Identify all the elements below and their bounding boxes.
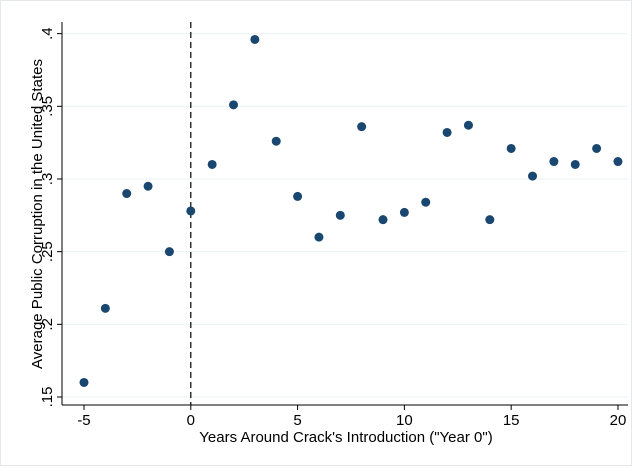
- point: [207, 159, 217, 169]
- y-tick-label: .4: [39, 27, 56, 40]
- point: [229, 100, 239, 110]
- point: [378, 215, 388, 225]
- point: [186, 206, 196, 216]
- y-tick-label: .35: [39, 96, 56, 117]
- point: [100, 303, 110, 313]
- y-tick-label: .3: [39, 173, 56, 186]
- x-tick-label: 10: [396, 412, 413, 429]
- x-tick-label: 0: [187, 412, 195, 429]
- point: [442, 127, 452, 137]
- point: [250, 34, 260, 44]
- point: [506, 143, 516, 153]
- point: [570, 159, 580, 169]
- point: [592, 143, 602, 153]
- point: [143, 181, 153, 191]
- point: [271, 136, 281, 146]
- x-tick-label: 15: [503, 412, 520, 429]
- x-axis-label: Years Around Crack's Introduction ("Year…: [199, 429, 492, 446]
- point: [293, 191, 303, 201]
- y-tick-label: .25: [39, 241, 56, 262]
- point: [421, 197, 431, 207]
- point: [613, 157, 623, 167]
- point: [357, 122, 367, 132]
- point: [549, 157, 559, 167]
- y-axis-label: Average Public Corruption in the United …: [29, 59, 46, 369]
- x-tick-label: -5: [77, 412, 90, 429]
- y-tick-label: .15: [39, 387, 56, 408]
- point: [485, 215, 495, 225]
- point: [528, 171, 538, 181]
- point: [164, 247, 174, 257]
- x-tick-label: 20: [610, 412, 627, 429]
- point: [399, 207, 409, 217]
- plot-area: [62, 22, 628, 405]
- point: [335, 210, 345, 220]
- y-tick-label: .2: [39, 318, 56, 331]
- x-tick-label: 5: [293, 412, 301, 429]
- point: [463, 120, 473, 130]
- point: [122, 189, 132, 199]
- point: [79, 377, 89, 387]
- point: [314, 232, 324, 242]
